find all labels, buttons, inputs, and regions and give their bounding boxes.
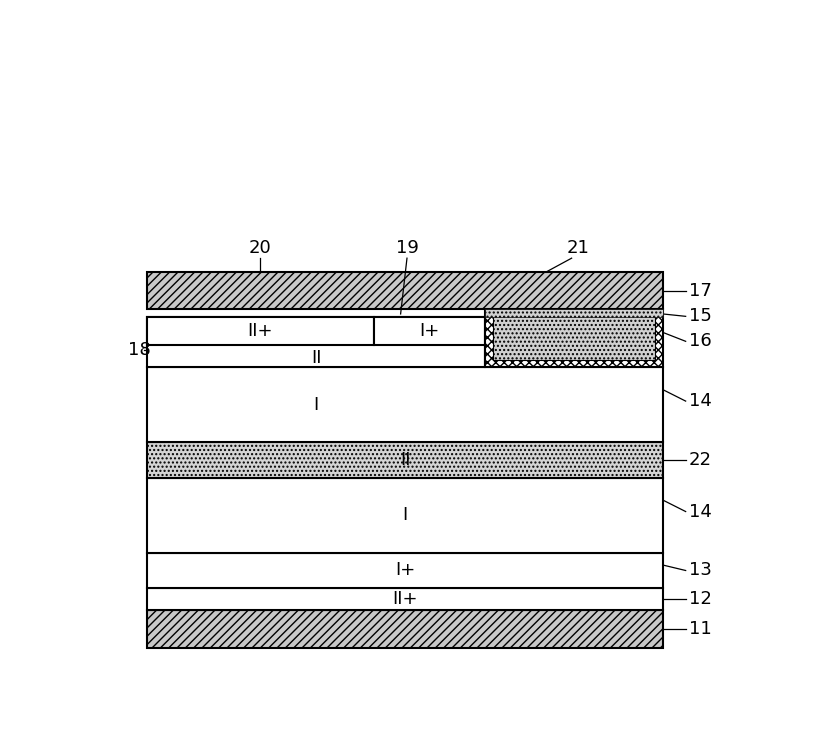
Bar bbox=[147, 442, 663, 478]
Text: 19: 19 bbox=[395, 239, 418, 257]
Bar bbox=[147, 317, 373, 345]
Bar bbox=[147, 317, 485, 368]
Text: 17: 17 bbox=[689, 282, 712, 300]
Text: 22: 22 bbox=[689, 451, 712, 469]
Text: II+: II+ bbox=[393, 590, 418, 608]
Text: I: I bbox=[313, 396, 319, 414]
Bar bbox=[147, 478, 663, 553]
Bar bbox=[147, 553, 663, 589]
Bar bbox=[147, 272, 663, 309]
Text: I+: I+ bbox=[419, 322, 440, 340]
Bar bbox=[147, 368, 663, 442]
Text: 21: 21 bbox=[566, 239, 589, 257]
Text: 14: 14 bbox=[689, 392, 712, 410]
Text: 12: 12 bbox=[689, 590, 712, 608]
Text: 18: 18 bbox=[128, 341, 151, 359]
Text: 20: 20 bbox=[249, 239, 272, 257]
Text: II: II bbox=[311, 350, 321, 368]
Bar bbox=[147, 610, 663, 648]
Text: 15: 15 bbox=[689, 307, 712, 326]
Bar bbox=[147, 589, 663, 610]
Text: I+: I+ bbox=[395, 562, 415, 580]
Text: 16: 16 bbox=[689, 332, 712, 350]
Text: II: II bbox=[400, 451, 411, 469]
Text: 13: 13 bbox=[689, 562, 712, 580]
Text: 14: 14 bbox=[689, 503, 712, 521]
Text: II+: II+ bbox=[247, 322, 273, 340]
Text: I: I bbox=[403, 506, 408, 524]
Bar bbox=[373, 317, 485, 345]
Bar bbox=[485, 309, 663, 317]
Bar bbox=[493, 315, 655, 360]
Bar bbox=[485, 309, 663, 368]
Text: 11: 11 bbox=[689, 620, 712, 638]
